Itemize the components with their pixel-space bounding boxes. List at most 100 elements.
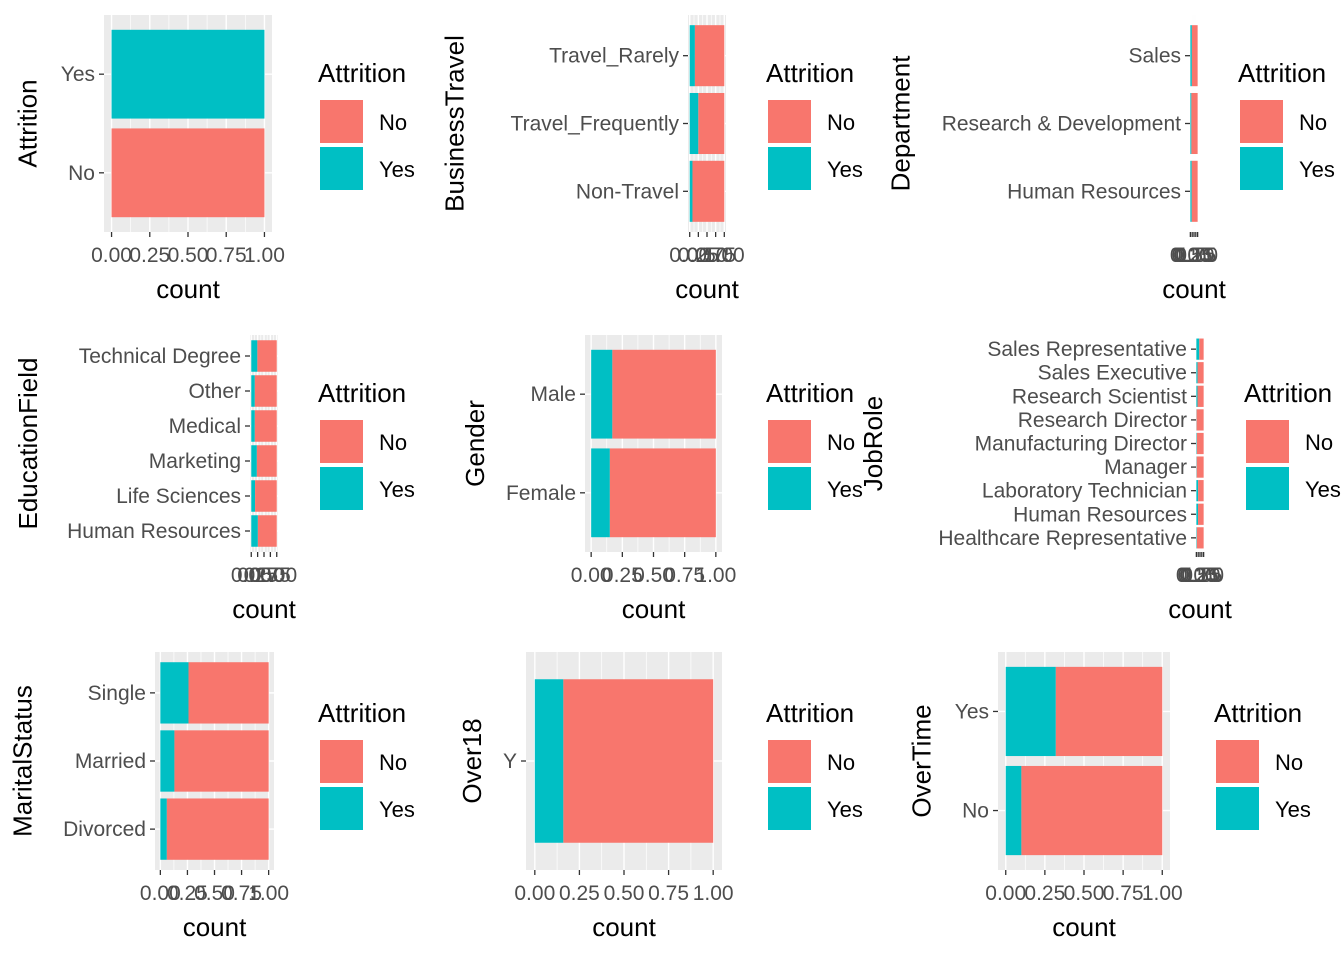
- legend-swatch-no: [320, 740, 363, 783]
- legend-label-no: No: [379, 110, 407, 135]
- legend-swatch-no: [768, 100, 811, 143]
- bar-no-human-resources: [1198, 504, 1204, 525]
- legend-title: Attrition: [766, 378, 854, 408]
- chart-panel-7: Y0.00 0.25 0.50 0.75 1.00countOver18Attritio…: [457, 652, 863, 942]
- bar-yes-life-sciences: [251, 480, 255, 512]
- y-tick-label: Healthcare Representative: [938, 527, 1187, 550]
- y-axis-title: Gender: [460, 400, 490, 487]
- x-tick-label: 0.75: [1103, 882, 1144, 905]
- x-tick-label: 1.00: [704, 244, 745, 267]
- legend: Attrition No Yes: [318, 58, 415, 190]
- y-tick-label: Technical Degree: [79, 345, 241, 368]
- bar-no-sales-executive: [1198, 362, 1204, 383]
- legend-label-yes: Yes: [1305, 477, 1341, 502]
- y-tick-label: Sales Executive: [1038, 362, 1187, 385]
- legend-swatch-no: [1240, 100, 1283, 143]
- bar-yes-sales-executive: [1196, 362, 1197, 383]
- bar-no-no: [1021, 766, 1162, 855]
- legend: Attrition No Yes: [766, 378, 863, 510]
- x-axis-title: count: [592, 912, 656, 942]
- x-tick-label: 0.25: [129, 244, 170, 267]
- bar-no-manager: [1197, 456, 1204, 477]
- bar-no-single: [189, 662, 269, 723]
- bar-no-human-resources: [1192, 161, 1198, 222]
- bar-yes-human-resources: [1196, 504, 1198, 525]
- x-tick-label: 1.00: [1142, 882, 1183, 905]
- bar-yes-travel-rarely: [690, 25, 695, 86]
- legend-label-yes: Yes: [827, 797, 863, 822]
- x-axis-title: count: [232, 594, 296, 624]
- y-axis-title: BusinessTravel: [440, 35, 470, 212]
- legend-swatch-yes: [1240, 147, 1283, 190]
- legend-title: Attrition: [1238, 58, 1326, 88]
- y-axis-title: Attrition: [12, 79, 42, 167]
- legend-swatch-no: [320, 100, 363, 143]
- legend-swatch-yes: [1216, 787, 1259, 830]
- y-axis-title: MaritalStatus: [7, 685, 37, 837]
- bar-yes-medical: [251, 410, 255, 442]
- legend-label-yes: Yes: [379, 477, 415, 502]
- y-tick-label: Travel_Rarely: [549, 45, 679, 68]
- y-tick-label: Human Resources: [1013, 503, 1187, 526]
- y-tick-label: Divorced: [63, 818, 146, 841]
- y-tick-label: Laboratory Technician: [982, 480, 1187, 503]
- legend-swatch-no: [768, 420, 811, 463]
- bar-no-y: [563, 679, 713, 843]
- y-tick-label: Manufacturing Director: [975, 433, 1187, 456]
- x-tick-label: 1.00: [1177, 244, 1218, 267]
- y-axis-title: Department: [886, 55, 916, 192]
- bar-no-sales: [1192, 25, 1198, 86]
- y-tick-label: Sales Representative: [987, 338, 1187, 361]
- legend: Attrition No Yes: [318, 378, 415, 510]
- y-tick-label: Human Resources: [1007, 180, 1181, 203]
- bar-no-no: [112, 128, 265, 217]
- legend-label-no: No: [379, 750, 407, 775]
- bar-no-life-sciences: [255, 480, 277, 512]
- x-axis-title: count: [1162, 274, 1226, 304]
- x-tick-label: 1.00: [1183, 564, 1224, 587]
- chart-panel-2: Human Resources Research & Development Sal…: [886, 15, 1335, 304]
- bar-yes-male: [591, 350, 612, 439]
- bar-yes-y: [535, 679, 564, 843]
- y-tick-label: Single: [88, 682, 146, 705]
- y-tick-label: Research & Development: [942, 113, 1181, 136]
- bar-no-married: [174, 730, 268, 791]
- y-axis-title: OverTime: [906, 704, 936, 817]
- x-tick-label: 0.75: [648, 882, 689, 905]
- x-tick-label: 0.00: [91, 244, 132, 267]
- y-tick-label: Yes: [955, 700, 989, 723]
- legend-swatch-yes: [320, 787, 363, 830]
- bar-no-research-director: [1197, 409, 1204, 430]
- x-axis-title: count: [1168, 594, 1232, 624]
- legend: Attrition No Yes: [766, 698, 863, 830]
- legend-swatch-yes: [768, 787, 811, 830]
- legend-title: Attrition: [318, 378, 406, 408]
- x-tick-label: 1.00: [695, 564, 736, 587]
- bar-no-travel-frequently: [698, 93, 724, 154]
- x-tick-label: 0.75: [206, 244, 247, 267]
- bar-yes-travel-frequently: [690, 93, 699, 154]
- y-tick-label: Human Resources: [67, 520, 241, 543]
- legend-label-yes: Yes: [379, 797, 415, 822]
- legend-title: Attrition: [318, 698, 406, 728]
- bar-yes-yes: [112, 30, 265, 119]
- bar-no-healthcare-representative: [1197, 527, 1204, 548]
- x-tick-label: 1.00: [693, 882, 734, 905]
- legend-swatch-no: [1246, 420, 1289, 463]
- y-tick-label: Sales: [1128, 45, 1181, 68]
- y-tick-label: Yes: [61, 63, 95, 86]
- bar-no-marketing: [257, 445, 277, 477]
- legend-label-no: No: [1305, 430, 1333, 455]
- legend-swatch-no: [768, 740, 811, 783]
- legend-title: Attrition: [318, 58, 406, 88]
- legend: Attrition No Yes: [1238, 58, 1335, 190]
- bar-yes-sales-representative: [1196, 339, 1199, 360]
- bar-yes-other: [251, 375, 255, 407]
- x-tick-label: 0.00: [985, 882, 1026, 905]
- bar-no-research-scientist: [1198, 386, 1204, 407]
- y-axis-title: Over18: [457, 718, 487, 803]
- legend-swatch-no: [320, 420, 363, 463]
- legend-title: Attrition: [1214, 698, 1302, 728]
- y-tick-label: Travel_Frequently: [511, 113, 680, 136]
